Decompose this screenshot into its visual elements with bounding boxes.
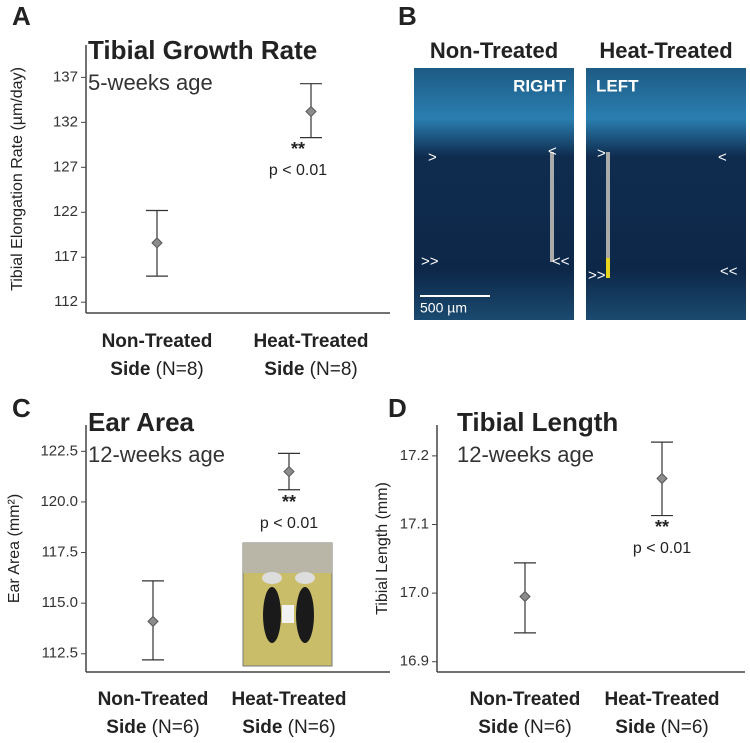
x-tick-label: Side (N=8)	[110, 359, 203, 380]
x-tick-label-bold: Side	[242, 717, 282, 738]
measure-extra	[606, 258, 610, 278]
side-label: LEFT	[596, 76, 639, 95]
x-tick-label-n: (N=8)	[156, 359, 204, 380]
x-tick-label: Heat-Treated	[604, 689, 719, 710]
y-axis-label: Tibial Elongation Rate (µm/day)	[9, 67, 26, 291]
y-axis-label: Ear Area (mm²)	[6, 494, 23, 603]
annotation: **	[655, 517, 669, 537]
x-tick-label-bold: Side	[615, 717, 655, 738]
panel-letter: C	[12, 393, 31, 423]
y-tick-label: 117	[54, 248, 78, 265]
chart-subtitle: 5-weeks age	[88, 70, 213, 95]
inset-photo	[242, 542, 333, 667]
marker: >>	[421, 253, 439, 270]
mean-marker	[656, 472, 668, 485]
x-tick-label-bold: Side	[106, 717, 146, 738]
marker: <<	[552, 253, 570, 270]
y-tick-label: 132	[53, 113, 78, 130]
y-tick-label: 115.0	[42, 594, 78, 611]
annotation: **	[291, 139, 305, 159]
y-tick-label: 117.5	[42, 544, 78, 561]
x-tick-label-n: (N=6)	[288, 717, 336, 738]
image-title: Non-Treated	[430, 38, 558, 63]
marker: >	[597, 145, 606, 162]
marker: >>	[588, 267, 606, 284]
x-tick-label-bold: Side	[110, 359, 150, 380]
y-tick-label: 16.9	[400, 653, 429, 670]
chart-title: Ear Area	[88, 407, 195, 437]
scale-label: 500 µm	[420, 300, 467, 316]
marker: <	[548, 143, 557, 160]
y-tick-label: 137	[53, 68, 78, 85]
mean-marker	[305, 105, 317, 118]
chart-title: Tibial Length	[457, 407, 618, 437]
x-tick-label-n: (N=6)	[661, 717, 709, 738]
annotation: p < 0.01	[633, 540, 691, 557]
chart-subtitle: 12-weeks age	[457, 442, 594, 467]
y-tick-label: 17.1	[400, 515, 429, 532]
y-tick-label: 17.0	[400, 584, 429, 601]
y-tick-label: 17.2	[400, 447, 429, 464]
x-tick-label-bold: Side	[478, 717, 518, 738]
x-tick-label-bold: Side	[264, 359, 304, 380]
mean-marker	[147, 615, 159, 628]
marker: >	[428, 149, 437, 166]
mean-marker	[283, 465, 295, 478]
chart-subtitle: 12-weeks age	[88, 442, 225, 467]
y-tick-label: 112	[54, 293, 78, 310]
y-tick-label: 122.5	[40, 442, 78, 459]
x-tick-label: Non-Treated	[98, 689, 209, 710]
y-tick-label: 112.5	[42, 645, 78, 662]
mean-marker	[151, 237, 163, 249]
y-axis-label: Tibial Length (mm)	[374, 482, 391, 615]
y-tick-label: 122	[53, 203, 78, 220]
y-tick-label: 127	[53, 158, 78, 175]
annotation: **	[282, 492, 296, 512]
x-tick-label: Side (N=6)	[242, 717, 335, 738]
micrograph	[414, 68, 574, 320]
x-tick-label: Heat-Treated	[253, 331, 368, 352]
panel-letter: A	[12, 1, 31, 31]
x-tick-label-n: (N=6)	[524, 717, 572, 738]
marker: <	[718, 149, 727, 166]
x-tick-label: Non-Treated	[470, 689, 581, 710]
micrograph	[586, 68, 746, 320]
annotation: p < 0.01	[269, 162, 327, 179]
x-tick-label: Non-Treated	[102, 331, 213, 352]
measure-bar	[606, 152, 610, 262]
image-title: Heat-Treated	[599, 38, 732, 63]
x-tick-label-n: (N=8)	[310, 359, 358, 380]
x-tick-label: Side (N=8)	[264, 359, 357, 380]
x-tick-label: Side (N=6)	[478, 717, 571, 738]
x-tick-label: Side (N=6)	[615, 717, 708, 738]
panel-letter: B	[398, 1, 417, 31]
marker: <<	[720, 263, 738, 280]
side-label: RIGHT	[513, 76, 567, 95]
annotation: p < 0.01	[260, 515, 318, 532]
x-tick-label: Heat-Treated	[231, 689, 346, 710]
measure-bar	[550, 152, 554, 262]
x-tick-label: Side (N=6)	[106, 717, 199, 738]
x-tick-label-n: (N=6)	[152, 717, 200, 738]
panel-letter: D	[388, 393, 407, 423]
y-tick-label: 120.0	[40, 493, 78, 510]
chart-title: Tibial Growth Rate	[88, 35, 317, 65]
mean-marker	[519, 590, 531, 603]
